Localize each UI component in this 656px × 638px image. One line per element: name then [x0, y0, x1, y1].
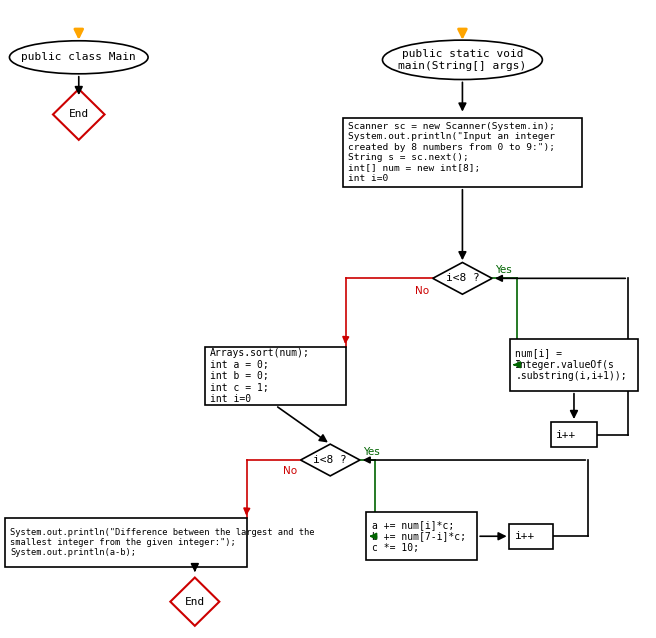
Bar: [205, 347, 346, 405]
Ellipse shape: [9, 41, 148, 74]
Text: Yes: Yes: [363, 447, 380, 457]
Text: public class Main: public class Main: [22, 52, 136, 63]
Text: Yes: Yes: [495, 265, 512, 275]
Text: End: End: [185, 597, 205, 607]
Text: End: End: [69, 110, 89, 119]
Bar: [510, 339, 638, 391]
Text: i<8 ?: i<8 ?: [445, 273, 480, 283]
Text: No: No: [283, 466, 297, 477]
Bar: [366, 512, 478, 560]
Text: i<8 ?: i<8 ?: [314, 455, 347, 465]
Text: Arrays.sort(num);
int a = 0;
int b = 0;
int c = 1;
int i=0: Arrays.sort(num); int a = 0; int b = 0; …: [211, 348, 310, 404]
Text: i++: i++: [556, 429, 576, 440]
Bar: [551, 422, 597, 447]
Bar: [5, 519, 247, 567]
Text: public static void
main(String[] args): public static void main(String[] args): [398, 49, 527, 71]
Polygon shape: [171, 577, 219, 626]
Text: num[i] =
Integer.valueOf(s
.substring(i,i+1));: num[i] = Integer.valueOf(s .substring(i,…: [516, 348, 627, 382]
Text: System.out.println("Difference between the largest and the
smallest integer from: System.out.println("Difference between t…: [10, 528, 315, 558]
Polygon shape: [433, 262, 492, 294]
Bar: [343, 118, 582, 187]
Polygon shape: [53, 89, 104, 140]
Text: a += num[i]*c;
b += num[7-i]*c;
c *= 10;: a += num[i]*c; b += num[7-i]*c; c *= 10;: [371, 519, 466, 553]
Ellipse shape: [382, 40, 543, 80]
Text: i++: i++: [515, 531, 535, 541]
Polygon shape: [300, 444, 360, 476]
Text: No: No: [415, 286, 430, 296]
Text: Scanner sc = new Scanner(System.in);
System.out.println("Input an integer
create: Scanner sc = new Scanner(System.in); Sys…: [348, 122, 555, 183]
Bar: [510, 524, 554, 549]
